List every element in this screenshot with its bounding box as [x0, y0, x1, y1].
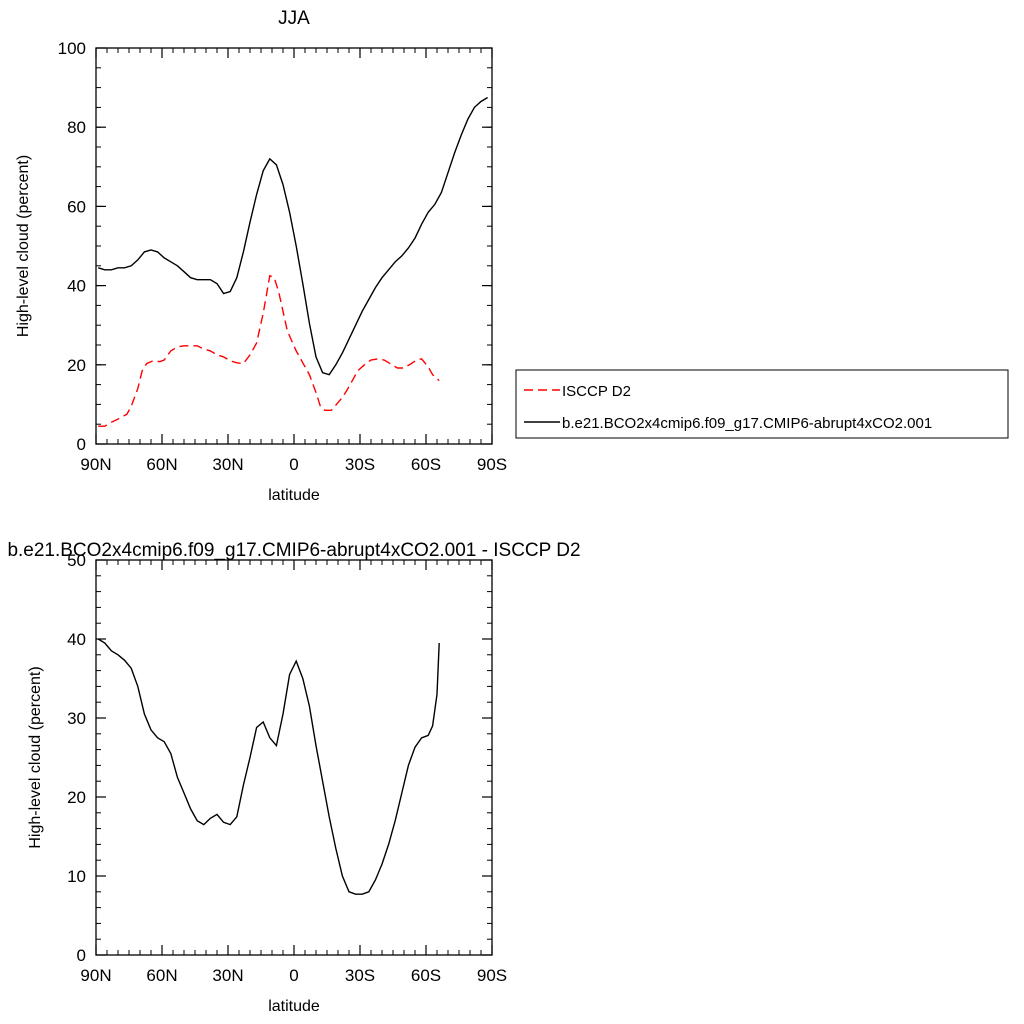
- panel1-x-tick-label: 30S: [345, 455, 375, 474]
- panel1-y-axis-label: High-level cloud (percent): [15, 155, 32, 337]
- panel2-y-tick-label: 50: [67, 551, 86, 570]
- panel1-series-model-line: [97, 96, 488, 376]
- panel1-y-tick-label: 80: [67, 118, 86, 137]
- panel2-y-tick-label: 30: [67, 709, 86, 728]
- panel1-series-isccp-d2-line: [98, 274, 440, 427]
- panel2-x-tick-label: 0: [289, 966, 298, 985]
- panel2-y-tick-label: 40: [67, 630, 86, 649]
- panel2-y-tick-label: 0: [77, 946, 86, 965]
- panel2-x-tick-label: 60N: [146, 966, 177, 985]
- panel2-x-tick-label: 90N: [80, 966, 111, 985]
- panel1-x-tick-label: 60S: [411, 455, 441, 474]
- panel1-x-tick-label: 30N: [212, 455, 243, 474]
- panel2-y-axis-label: High-level cloud (percent): [27, 666, 44, 848]
- panel1-plot-frame: [95, 47, 493, 445]
- panel2-x-tick-label: 30S: [345, 966, 375, 985]
- panel1-x-tick-label: 0: [289, 455, 298, 474]
- panel1-x-tick-label: 90S: [477, 455, 507, 474]
- panel2-plot-frame: [95, 559, 493, 956]
- legend-label: b.e21.BCO2x4cmip6.f09_g17.CMIP6-abrupt4x…: [562, 415, 932, 432]
- panel1-y-tick-label: 60: [67, 197, 86, 216]
- panel1-y-tick-label: 20: [67, 356, 86, 375]
- panel2-x-tick-label: 60S: [411, 966, 441, 985]
- panel2-x-tick-label: 90S: [477, 966, 507, 985]
- legend-box: [515, 369, 1009, 439]
- panel1-x-axis-label: latitude: [268, 487, 320, 504]
- panel2-title: b.e21.BCO2x4cmip6.f09_g17.CMIP6-abrupt4x…: [7, 540, 580, 561]
- panel2-x-tick-label: 30N: [212, 966, 243, 985]
- panel1-y-tick-label: 0: [77, 435, 86, 454]
- panel1-y-tick-label: 100: [58, 39, 86, 58]
- panel1-y-tick-label: 40: [67, 277, 86, 296]
- panel2-x-axis-label: latitude: [268, 998, 320, 1015]
- legend-label: ISCCP D2: [562, 383, 631, 400]
- panel1-x-tick-label: 90N: [80, 455, 111, 474]
- panel1-x-tick-label: 60N: [146, 455, 177, 474]
- panel1-title: JJA: [278, 8, 310, 29]
- panel2-y-tick-label: 10: [67, 867, 86, 886]
- panel2-y-tick-label: 20: [67, 788, 86, 807]
- panel2-series-model-line: [97, 638, 440, 895]
